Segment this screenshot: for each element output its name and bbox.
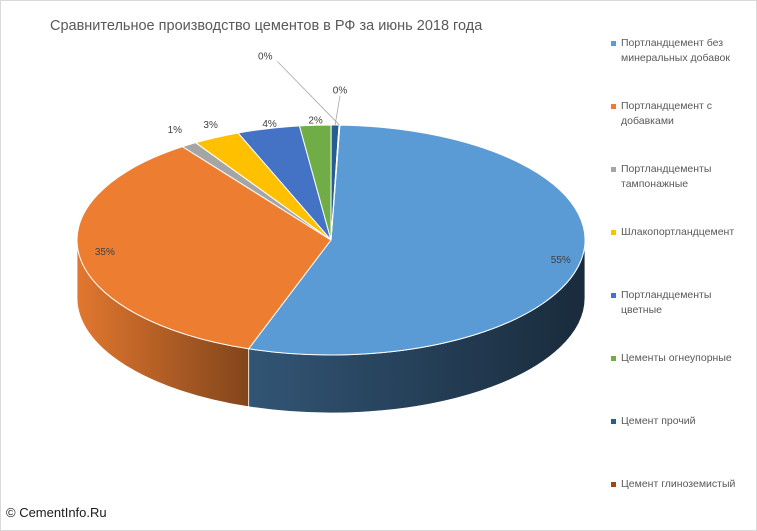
legend-swatch xyxy=(611,482,616,487)
data-label-0: 55% xyxy=(551,255,571,266)
legend-label: Портландцементы тампонажные xyxy=(621,163,712,190)
watermark: © CementInfo.Ru xyxy=(6,505,107,520)
data-label-7: 0% xyxy=(258,51,273,62)
data-label-2: 1% xyxy=(168,125,183,136)
legend-label: Цементы огнеупорные xyxy=(621,352,732,364)
legend-label: Цемент прочий xyxy=(621,415,696,427)
legend-label: Портландцементы цветные xyxy=(621,289,712,316)
data-label-6: 0% xyxy=(333,86,348,97)
legend-label: Цемент глиноземистый xyxy=(621,478,736,490)
legend-swatch xyxy=(611,104,616,109)
legend-label: Портландцемент без минеральных добавок xyxy=(621,37,730,64)
pie-slice-1 xyxy=(76,146,332,350)
legend-swatch xyxy=(611,293,616,298)
data-label-3: 3% xyxy=(203,120,218,131)
legend-swatch xyxy=(611,419,616,424)
data-label-4: 4% xyxy=(262,119,277,130)
pie-slice-0 xyxy=(247,124,586,356)
legend-label: Портландцемент с добавками xyxy=(621,100,713,127)
data-label-5: 2% xyxy=(308,116,323,127)
legend-swatch xyxy=(611,167,616,172)
leader-line-6 xyxy=(334,95,341,126)
legend-swatch xyxy=(611,41,616,46)
legend-label: Шлакопортландцемент xyxy=(621,226,735,238)
chart-title: Сравнительное производство цементов в РФ… xyxy=(50,18,483,34)
data-label-1: 35% xyxy=(95,247,115,258)
legend-swatch xyxy=(611,356,616,361)
leader-line-7 xyxy=(276,61,340,126)
legend-swatch xyxy=(611,230,616,235)
